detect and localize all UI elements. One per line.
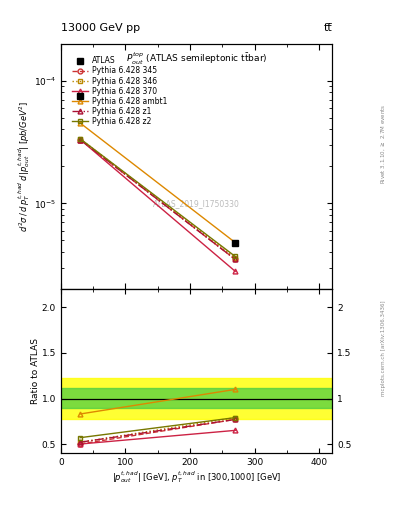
Text: mcplots.cern.ch [arXiv:1306.3436]: mcplots.cern.ch [arXiv:1306.3436] <box>381 301 386 396</box>
Text: tt̅: tt̅ <box>323 23 332 33</box>
Bar <box>61 378 332 418</box>
Text: 13000 GeV pp: 13000 GeV pp <box>61 23 140 33</box>
Y-axis label: Ratio to ATLAS: Ratio to ATLAS <box>31 338 40 404</box>
Y-axis label: $d^2\sigma\,/\,d\,p_T^{t,had}\,d\,|p_{out}^{t,had}|\;[pb/GeV^2]$: $d^2\sigma\,/\,d\,p_T^{t,had}\,d\,|p_{ou… <box>17 101 32 232</box>
Bar <box>61 388 332 408</box>
Text: $P_{out}^{top}$ (ATLAS semileptonic t$\bar{\rm t}$bar): $P_{out}^{top}$ (ATLAS semileptonic t$\b… <box>126 51 267 67</box>
Text: ATLAS_2019_I1750330: ATLAS_2019_I1750330 <box>153 199 240 208</box>
Text: Rivet 3.1.10, $\geq$ 2.7M events: Rivet 3.1.10, $\geq$ 2.7M events <box>379 103 387 184</box>
X-axis label: $|p_{out}^{t,had}|$ [GeV], $p_T^{t,had}$ in [300,1000] [GeV]: $|p_{out}^{t,had}|$ [GeV], $p_T^{t,had}$… <box>112 470 281 485</box>
Legend: ATLAS, Pythia 6.428 345, Pythia 6.428 346, Pythia 6.428 370, Pythia 6.428 ambt1,: ATLAS, Pythia 6.428 345, Pythia 6.428 34… <box>70 55 169 127</box>
